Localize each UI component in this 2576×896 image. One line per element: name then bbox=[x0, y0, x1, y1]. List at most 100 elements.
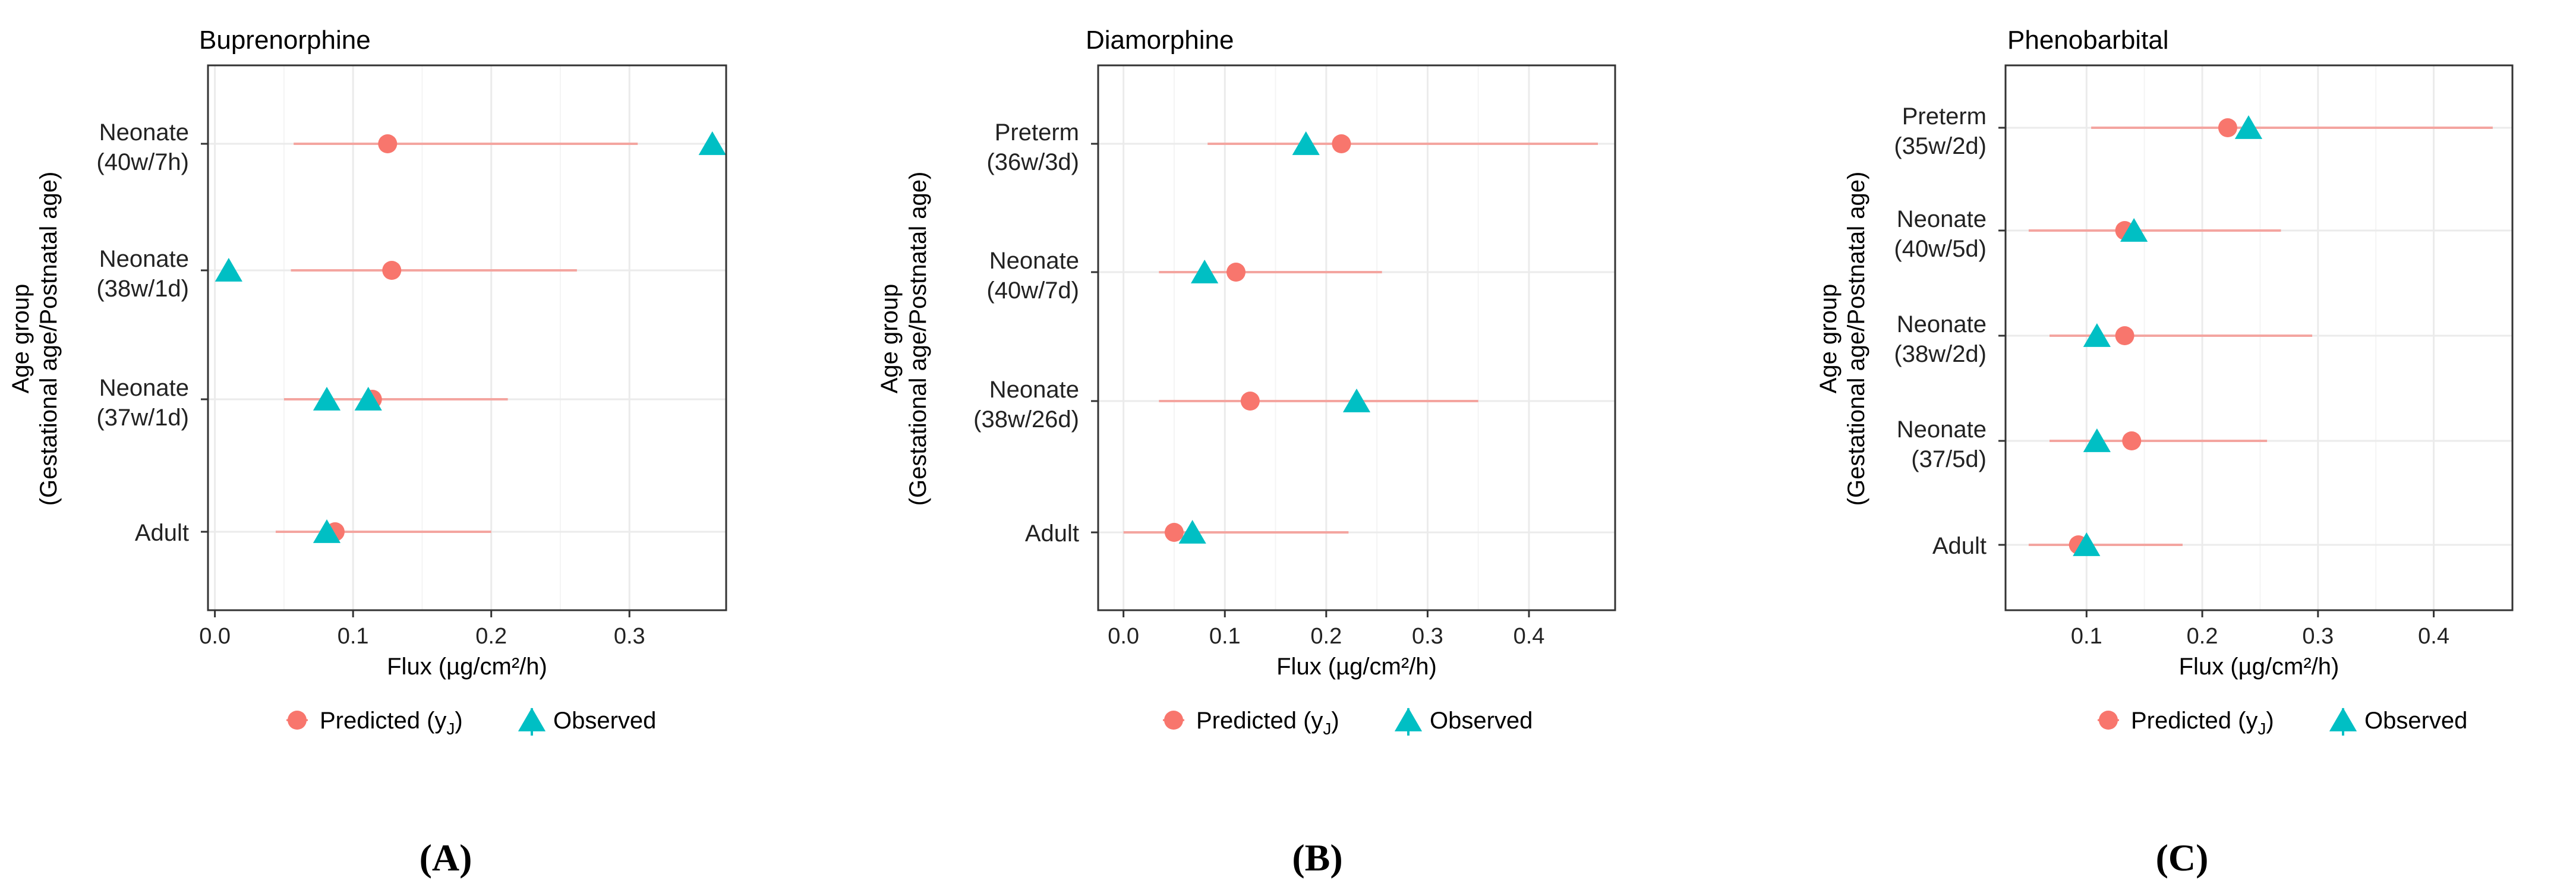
predicted-point bbox=[1226, 263, 1246, 282]
legend: Predicted (yJ) Observed bbox=[1163, 708, 1533, 738]
observed-point bbox=[215, 258, 242, 282]
observed-point bbox=[1342, 389, 1371, 412]
observed-point bbox=[2234, 115, 2263, 139]
y-tick-label: Neonate (38w/1d) bbox=[96, 246, 189, 302]
legend-observed-marker bbox=[2329, 708, 2357, 731]
y-tick-label: Adult bbox=[1932, 533, 1987, 559]
panel-letter-c: (C) bbox=[2156, 837, 2209, 879]
observed-point bbox=[313, 387, 341, 411]
legend-predicted-subscript: J bbox=[2257, 720, 2266, 738]
y-tick-label: Neonate (38w/26d) bbox=[973, 377, 1079, 433]
y-tick-label: Adult bbox=[1025, 520, 1079, 547]
y-tick-label-line2: (40w/7h) bbox=[96, 149, 189, 175]
x-tick-label: 0.4 bbox=[2418, 624, 2449, 649]
y-tick-label-line1: Neonate bbox=[99, 246, 189, 272]
x-tick-label: 0.1 bbox=[1209, 624, 1241, 649]
y-tick-label: Preterm (35w/2d) bbox=[1894, 103, 1987, 159]
x-tick-label: 0.2 bbox=[1310, 624, 1342, 649]
chart-title: Phenobarbital bbox=[2007, 26, 2169, 55]
legend: Predicted (yJ) Observed bbox=[2098, 708, 2467, 738]
y-tick-label-line1: Neonate bbox=[1897, 206, 1987, 232]
y-tick-label: Neonate (40w/7h) bbox=[96, 119, 189, 175]
legend-observed-label: Observed bbox=[553, 708, 656, 734]
legend-observed-marker bbox=[518, 708, 546, 731]
legend-observed-label: Observed bbox=[1430, 708, 1533, 734]
panel-letter-a: (A) bbox=[420, 837, 472, 879]
legend-predicted-label: Predicted (yJ) bbox=[1196, 708, 1339, 738]
y-tick-label-line2: (40w/5d) bbox=[1894, 236, 1987, 262]
predicted-point bbox=[1240, 392, 1260, 411]
observed-point bbox=[698, 131, 726, 155]
chart-title: Diamorphine bbox=[1086, 26, 1234, 55]
observed-point bbox=[354, 387, 382, 411]
y-tick-label-line2: (38w/2d) bbox=[1894, 341, 1987, 367]
y-tick-label-line2: (38w/1d) bbox=[96, 276, 189, 302]
legend-predicted-close: ) bbox=[1331, 708, 1339, 734]
y-tick-label-line2: (36w/3d) bbox=[986, 149, 1079, 175]
predicted-point bbox=[1332, 134, 1351, 153]
predicted-point bbox=[382, 261, 402, 280]
predicted-point bbox=[2122, 431, 2142, 450]
y-tick-label-line1: Neonate bbox=[1897, 417, 1987, 443]
chart-title: Buprenorphine bbox=[199, 26, 371, 55]
legend-predicted-text: Predicted (y bbox=[320, 708, 446, 734]
y-tick-label: Neonate (37w/1d) bbox=[96, 375, 189, 431]
predicted-point bbox=[2115, 326, 2134, 345]
legend-predicted-label: Predicted (yJ) bbox=[2131, 708, 2274, 738]
observed-point bbox=[2083, 323, 2111, 347]
x-tick-label: 0.0 bbox=[1108, 624, 1139, 649]
legend-predicted-subscript: J bbox=[446, 720, 455, 738]
predicted-point bbox=[2218, 118, 2237, 137]
observed-point bbox=[1191, 260, 1219, 283]
x-tick-label: 0.1 bbox=[338, 624, 369, 649]
y-tick-label-line1: Preterm bbox=[1902, 103, 1987, 130]
panel-border bbox=[2004, 64, 2514, 611]
observed-point bbox=[2083, 428, 2111, 452]
x-tick-label: 0.3 bbox=[614, 624, 645, 649]
legend-predicted-text: Predicted (y bbox=[1196, 708, 1323, 734]
legend: Predicted (yJ) Observed bbox=[286, 708, 656, 738]
y-tick-label: Neonate (40w/5d) bbox=[1894, 206, 1987, 262]
y-tick-label: Adult bbox=[135, 520, 189, 546]
chart-panel-3: Phenobarbital Preterm (35w/2d) Neonate (40w/… bbox=[1815, 26, 2514, 738]
legend-observed-marker bbox=[1394, 708, 1423, 731]
chart-panels: Buprenorphine Neonate (40w/7h) Neonate (38w/… bbox=[8, 26, 2514, 738]
y-axis-label-line2: (Gestational age/Postnatal age) bbox=[1843, 172, 1869, 506]
legend-predicted-close: ) bbox=[2266, 708, 2274, 734]
legend-predicted-label: Predicted (yJ) bbox=[320, 708, 463, 738]
y-tick-label-line1: Neonate bbox=[1897, 311, 1987, 337]
y-tick-label-line2: (35w/2d) bbox=[1894, 133, 1987, 159]
predicted-point bbox=[378, 134, 398, 153]
y-tick-label-line1: Preterm bbox=[995, 119, 1079, 146]
observed-point bbox=[1292, 131, 1320, 155]
chart-panel-2: Diamorphine Preterm (36w/3d) Neonate (40w/7d… bbox=[876, 26, 1616, 738]
predicted-point bbox=[1164, 523, 1184, 542]
y-tick-label: Neonate (37/5d) bbox=[1897, 417, 1987, 472]
legend-predicted-text: Predicted (y bbox=[2131, 708, 2257, 734]
y-tick-label-line2: (40w/7d) bbox=[986, 277, 1079, 304]
plot-background bbox=[2006, 65, 2512, 610]
plot-background bbox=[208, 65, 726, 610]
legend-predicted-close: ) bbox=[455, 708, 462, 734]
observed-point bbox=[1178, 520, 1206, 544]
y-tick-label-line1: Neonate bbox=[99, 119, 189, 146]
y-tick-label: Preterm (36w/3d) bbox=[986, 119, 1079, 175]
y-tick-label-line2: (38w/26d) bbox=[973, 406, 1079, 433]
x-tick-label: 0.2 bbox=[2187, 624, 2218, 649]
x-tick-label: 0.3 bbox=[1412, 624, 1443, 649]
panel-border bbox=[1097, 64, 1616, 611]
x-axis-label: Flux (µg/cm²/h) bbox=[387, 654, 547, 680]
y-axis-label-line2: (Gestational age/Postnatal age) bbox=[905, 172, 931, 506]
chart-panel-1: Buprenorphine Neonate (40w/7h) Neonate (38w/… bbox=[8, 26, 727, 738]
legend-predicted-subscript: J bbox=[1323, 720, 1331, 738]
y-tick-label-line1: Neonate bbox=[989, 248, 1079, 274]
observed-point bbox=[2120, 218, 2148, 242]
x-tick-label: 0.1 bbox=[2071, 624, 2102, 649]
x-axis-label: Flux (µg/cm²/h) bbox=[1276, 654, 1437, 680]
y-tick-label-line2: (37w/1d) bbox=[96, 405, 189, 431]
y-tick-label-line1: Neonate bbox=[989, 377, 1079, 403]
y-axis-label-line2: (Gestational age/Postnatal age) bbox=[36, 172, 62, 506]
y-tick-label-line1: Neonate bbox=[99, 375, 189, 401]
panel-border bbox=[207, 64, 727, 611]
